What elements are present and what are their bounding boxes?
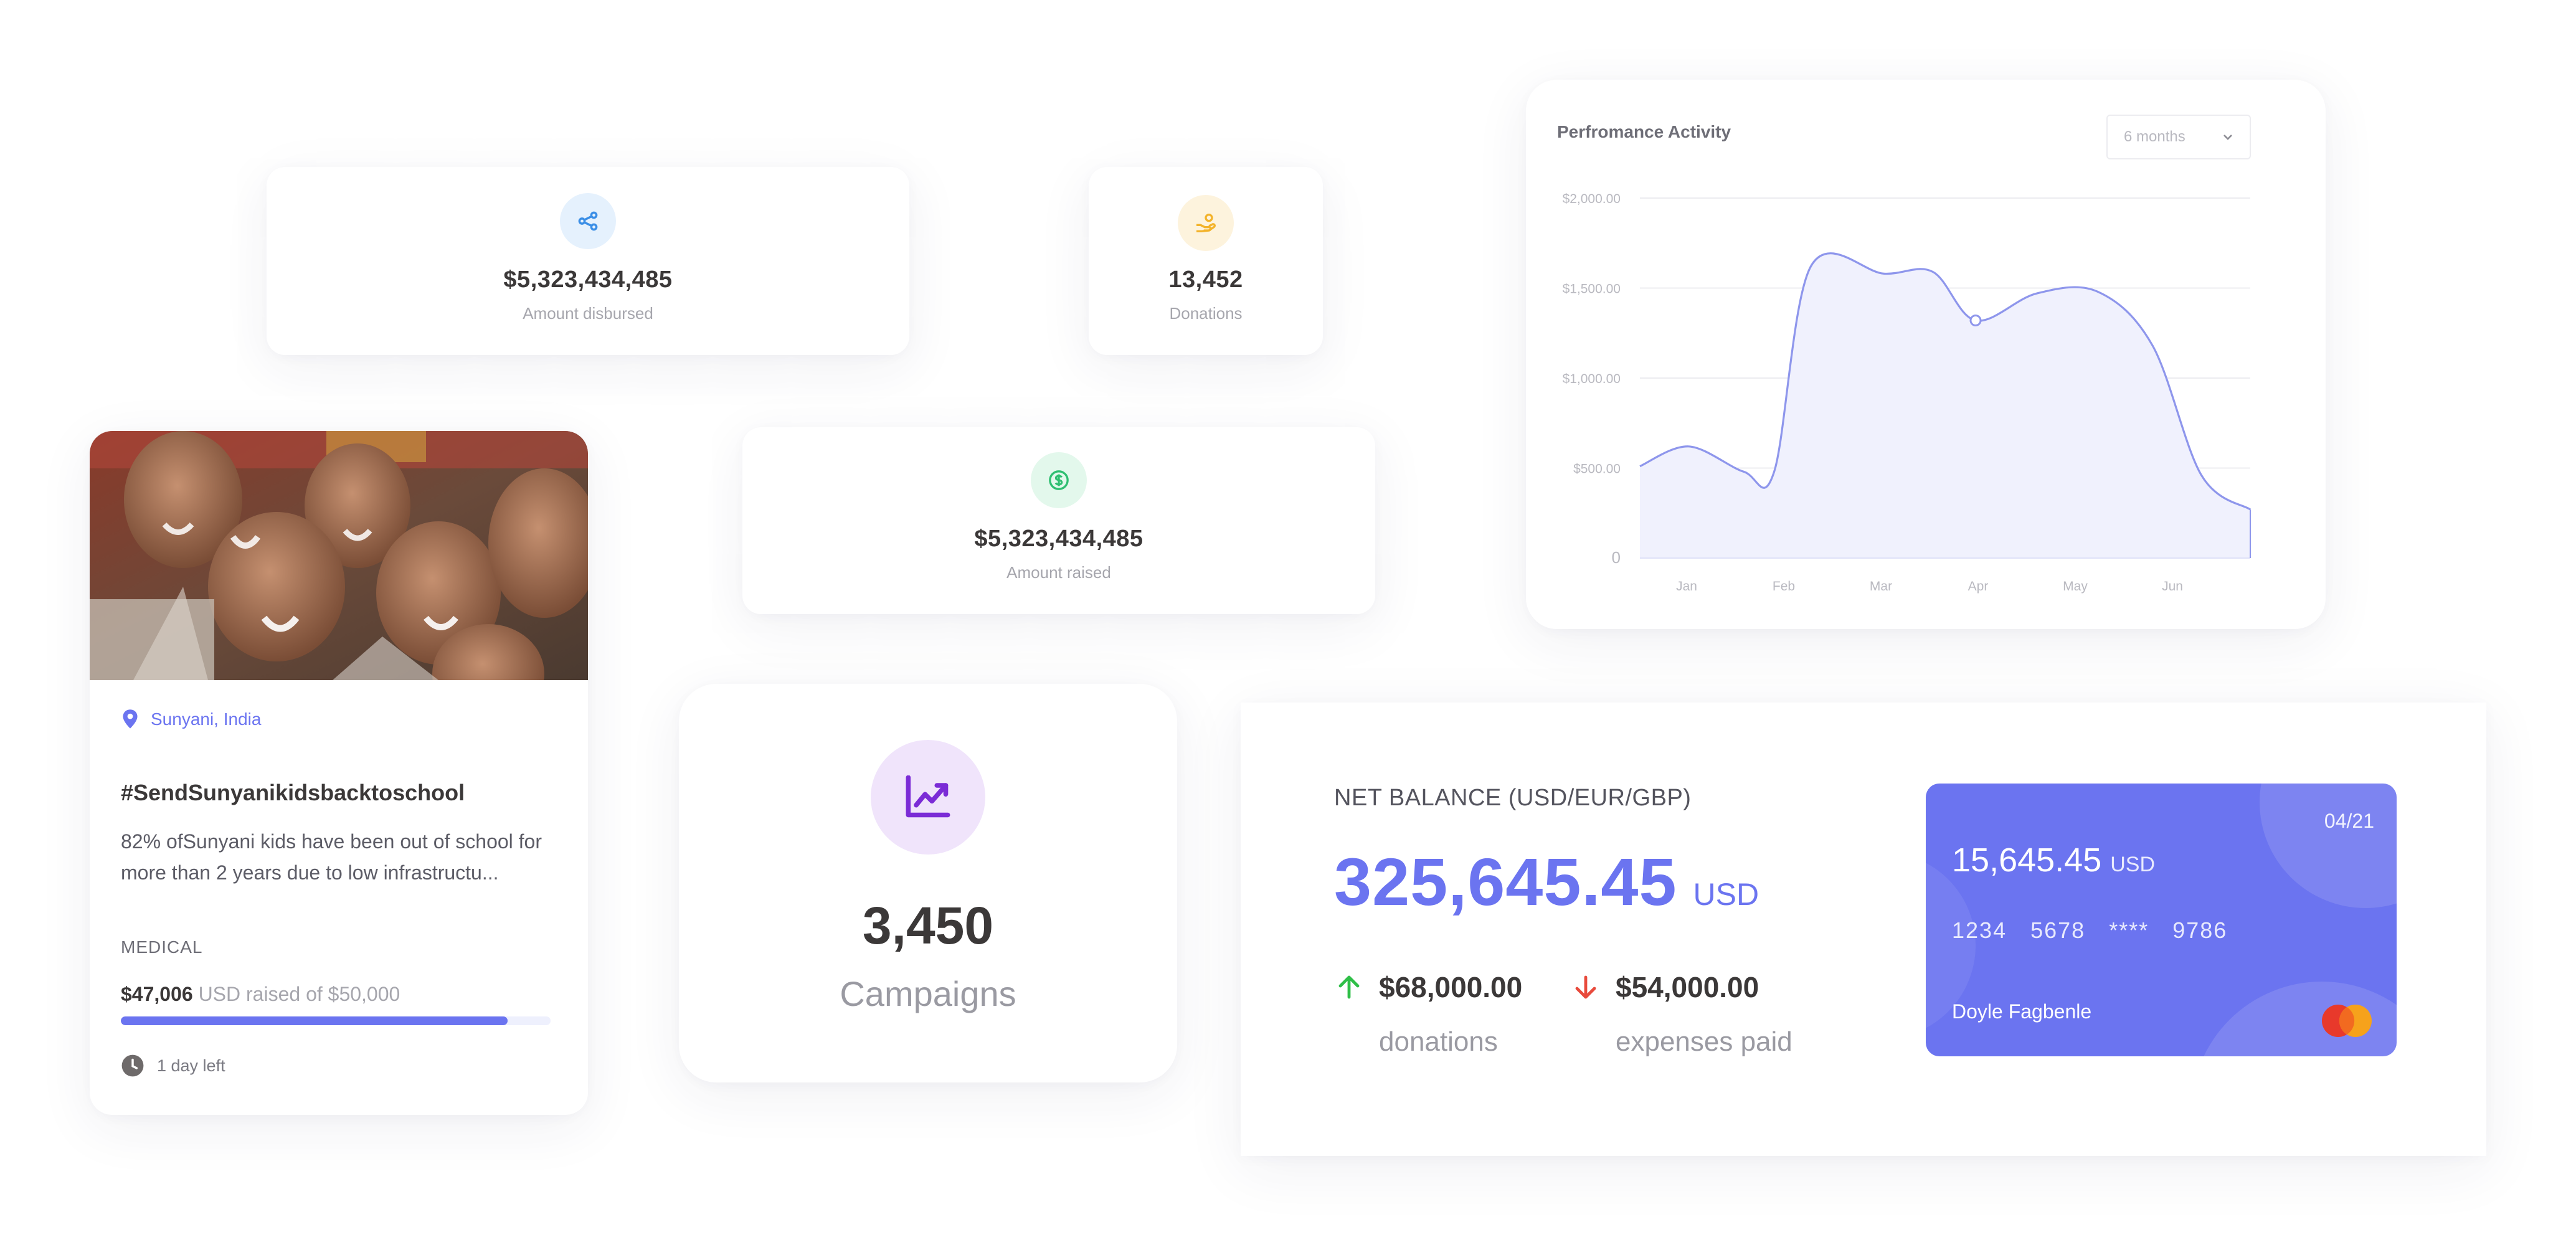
mastercard-logo-icon (2322, 1005, 2372, 1037)
share-nodes-icon (560, 193, 616, 249)
x-tick-label: Jan (1676, 579, 1697, 594)
card-holder: Doyle Fagbenle (1952, 1000, 2092, 1023)
card-number-group: 1234 (1952, 917, 2007, 943)
location-text[interactable]: Sunyani, India (151, 709, 262, 729)
net-balance-amount: 325,645.45 USD (1334, 843, 1759, 921)
x-tick-label: Apr (1968, 579, 1989, 594)
x-tick-label: Mar (1870, 579, 1892, 594)
balance-currency: USD (1693, 877, 1759, 912)
raised-amount: $47,006 (121, 983, 193, 1005)
series-line (1639, 252, 2251, 511)
outflow-label: expenses paid (1616, 1026, 1792, 1057)
y-tick-label: $500.00 (1573, 462, 1621, 476)
campaigns-label: Campaigns (840, 974, 1016, 1013)
campaign-title[interactable]: #SendSunyanikidsbacktoschool (121, 780, 465, 805)
period-select-value: 6 months (2124, 128, 2185, 145)
performance-card: Perfromance Activity 6 months $2,000.00 $… (1526, 80, 2326, 629)
stat-label: Donations (1169, 304, 1243, 323)
card-expiry: 04/21 (2324, 810, 2374, 832)
stat-card-disbursed: $5,323,434,485 Amount disbursed (267, 167, 909, 355)
x-tick-label: May (2063, 579, 2088, 594)
time-left-text: 1 day left (157, 1056, 225, 1075)
campaign-location: Sunyani, India (121, 709, 261, 730)
chevron-down-icon (2223, 135, 2232, 140)
card-number-group: **** (2109, 917, 2149, 943)
card-number-group: 5678 (2030, 917, 2086, 943)
stat-card-donations: 13,452 Donations (1089, 167, 1323, 355)
x-tick-label: Jun (2162, 579, 2183, 594)
card-balance: 15,645.45 USD (1952, 841, 2155, 879)
campaign-card[interactable] (90, 431, 588, 1115)
card-decoration (2260, 784, 2397, 908)
highlight-point (1969, 315, 1982, 327)
stat-value: $5,323,434,485 (974, 526, 1144, 552)
card-number-group: 9786 (2172, 917, 2228, 943)
net-balance-title: NET BALANCE (USD/EUR/GBP) (1334, 785, 1692, 811)
balance-value: 325,645.45 (1334, 844, 1677, 919)
stat-label: Amount raised (1006, 563, 1111, 582)
stat-card-raised: $5,323,434,485 Amount raised (742, 427, 1375, 614)
y-tick-label: $2,000.00 (1563, 192, 1621, 206)
net-balance-card: NET BALANCE (USD/EUR/GBP) 325,645.45 USD… (1241, 703, 2486, 1156)
campaign-progress-bar (121, 1016, 551, 1025)
campaigns-count: 3,450 (862, 896, 994, 955)
campaign-raised: $47,006 USD raised of $50,000 (121, 983, 400, 1006)
x-tick-label: Feb (1773, 579, 1795, 594)
period-select[interactable]: 6 months (2106, 115, 2251, 159)
card-balance-value: 15,645.45 (1952, 841, 2102, 879)
clock-icon (121, 1054, 144, 1077)
campaign-category: MEDICAL (121, 937, 203, 957)
stat-value: $5,323,434,485 (503, 267, 673, 293)
performance-chart: $2,000.00 $1,500.00 $1,000.00 $500.00 0 Jan Fe… (1563, 192, 2251, 594)
y-tick-label: $1,500.00 (1563, 282, 1621, 296)
dollar-circle-icon (1031, 452, 1087, 508)
inflow-amount: $68,000.00 (1379, 971, 1523, 1003)
y-tick-label: $1,000.00 (1563, 372, 1621, 386)
campaign-photo (90, 431, 588, 680)
stat-label: Amount disbursed (523, 304, 653, 323)
progress-fill (121, 1016, 508, 1025)
inflow-label: donations (1379, 1026, 1498, 1057)
arrow-up-icon (1338, 975, 1360, 999)
area-fill (1640, 253, 2250, 558)
inflow-stat: $68,000.00 donations (1334, 970, 1522, 1058)
outflow-stat: $54,000.00 expenses paid (1571, 970, 1792, 1058)
card-balance-currency: USD (2110, 853, 2156, 876)
raised-text: USD raised of $50,000 (198, 983, 400, 1005)
stat-value: 13,452 (1168, 267, 1243, 293)
card-number: 1234 5678 **** 9786 (1952, 917, 2227, 944)
campaigns-count-card: 3,450 Campaigns (679, 684, 1177, 1082)
location-pin-icon (123, 709, 138, 729)
outflow-amount: $54,000.00 (1616, 971, 1759, 1003)
hand-coin-icon (1178, 195, 1234, 251)
bank-card[interactable]: 04/21 15,645.45 USD 1234 5678 **** 9786 … (1926, 784, 2397, 1056)
campaign-time-left: 1 day left (121, 1054, 225, 1077)
arrow-down-icon (1575, 975, 1596, 999)
campaign-description: 82% ofSunyani kids have been out of scho… (121, 830, 542, 884)
chart-title: Perfromance Activity (1557, 122, 1731, 141)
trend-chart-icon (871, 740, 985, 855)
y-tick-label: 0 (1612, 548, 1621, 567)
